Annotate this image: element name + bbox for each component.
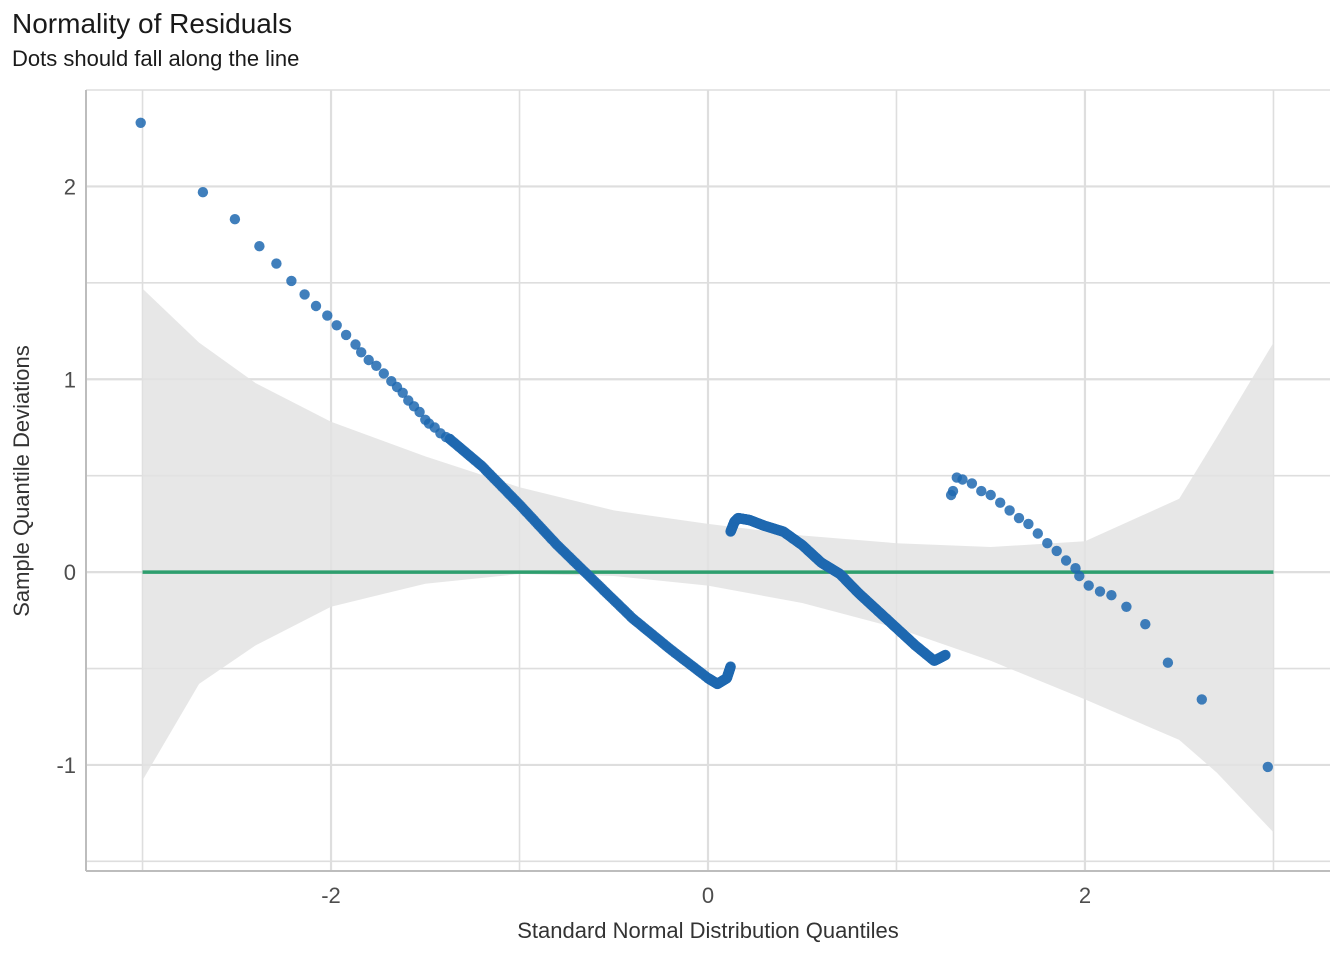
confidence-band (142, 288, 1274, 833)
x-tick-label: 0 (702, 883, 714, 908)
data-point (957, 474, 968, 485)
data-point (1051, 545, 1062, 557)
data-point (1262, 761, 1274, 773)
x-axis-label: Standard Normal Distribution Quantiles (517, 918, 899, 943)
data-point (1074, 570, 1085, 582)
data-point (271, 258, 282, 269)
data-point (1083, 580, 1094, 591)
data-point (363, 354, 374, 366)
data-point (1032, 528, 1044, 539)
data-point (356, 347, 367, 358)
data-point (995, 497, 1006, 508)
data-point (397, 387, 408, 398)
data-point (310, 300, 322, 312)
x-tick-label: -2 (321, 883, 341, 908)
data-point (1070, 563, 1081, 574)
data-point (135, 117, 146, 128)
data-point (947, 485, 959, 497)
data-point (976, 485, 987, 497)
data-point (371, 360, 382, 371)
y-tick-label: 1 (64, 367, 76, 392)
data-point (1106, 590, 1117, 601)
data-point (985, 489, 996, 501)
confidence-band-layer (142, 288, 1274, 833)
y-tick-label: 0 (64, 560, 76, 585)
y-axis-label: Sample Quantile Deviations (9, 345, 34, 617)
tick-labels: -2 0 2 -1 0 1 2 (56, 174, 1091, 908)
y-tick-label: -1 (56, 753, 76, 778)
axes (85, 90, 1330, 872)
data-point (1094, 586, 1106, 597)
data-point (966, 478, 978, 489)
data-point (1013, 512, 1025, 524)
data-point (1060, 555, 1072, 566)
y-tick-label: 2 (64, 174, 76, 199)
data-point (299, 289, 310, 300)
data-point (940, 649, 951, 661)
points-layer (135, 117, 1274, 773)
data-point (254, 241, 265, 252)
data-point (350, 339, 361, 350)
data-point (1121, 601, 1132, 612)
grid-lines (86, 89, 1330, 871)
data-point (1023, 518, 1034, 530)
data-point (378, 368, 389, 379)
chart-subtitle: Dots should fall along the line (12, 46, 300, 71)
data-point (1196, 694, 1208, 705)
data-point (414, 406, 425, 418)
data-point (197, 187, 209, 198)
data-point (286, 275, 297, 287)
data-point (322, 310, 333, 321)
data-point (1162, 657, 1174, 668)
x-tick-label: 2 (1079, 883, 1091, 908)
data-point (331, 320, 342, 331)
data-point (229, 214, 241, 225)
data-point (1140, 619, 1151, 630)
data-point (1042, 538, 1053, 549)
chart-title: Normality of Residuals (12, 8, 293, 39)
data-point (725, 661, 736, 672)
data-point (1004, 505, 1015, 516)
data-point (340, 329, 352, 341)
